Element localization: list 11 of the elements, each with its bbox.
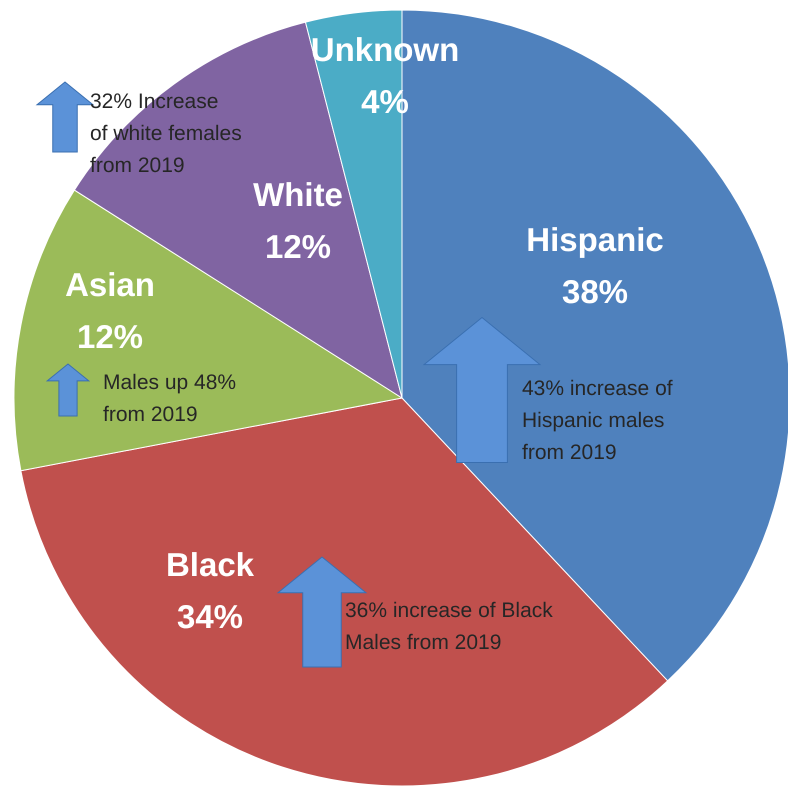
data-label: 12% (264, 228, 332, 265)
text: Males up 48% from 2019 (103, 371, 236, 426)
data-label: 34% (176, 598, 244, 635)
data-label: 38% (562, 273, 628, 310)
text: 43% increase of Hispanic males from 2019 (522, 377, 673, 464)
slice-label: Black (166, 546, 255, 583)
slice-label: Asian (65, 266, 155, 303)
slice-label: Hispanic (526, 221, 664, 258)
data-label: 12% (76, 318, 144, 355)
text: 36% increase of Black Males from 2019 (345, 599, 554, 654)
slice-label: White (253, 176, 343, 213)
